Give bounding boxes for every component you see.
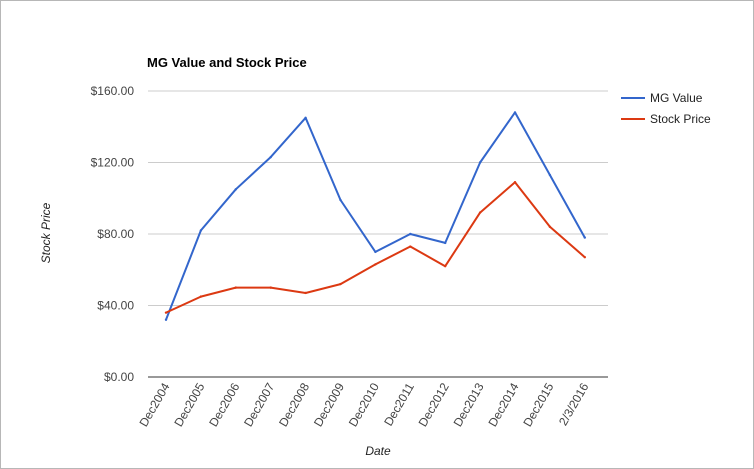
data-point xyxy=(199,229,203,232)
data-point xyxy=(444,241,447,245)
y-tick-label: $160.00 xyxy=(91,84,135,98)
series-lines xyxy=(164,111,586,321)
x-axis-title: Date xyxy=(365,444,391,458)
data-point xyxy=(374,263,377,266)
y-tick-labels: $0.00 $40.00 $80.00 $120.00 $160.00 xyxy=(91,84,135,384)
data-point xyxy=(583,256,586,259)
x-tick-label: Dec2004 xyxy=(136,380,172,429)
x-tick-label: Dec2014 xyxy=(485,380,521,429)
y-tick-label: $120.00 xyxy=(91,156,135,170)
data-point xyxy=(269,155,272,159)
data-point xyxy=(199,295,203,298)
y-tick-label: $0.00 xyxy=(104,370,134,384)
x-tick-label: Dec2011 xyxy=(381,380,417,428)
series-line-stock-price xyxy=(165,181,586,314)
gridlines xyxy=(148,90,608,306)
data-point xyxy=(234,188,237,191)
x-tick-label: Dec2010 xyxy=(346,380,382,429)
chart-title: MG Value and Stock Price xyxy=(147,55,307,70)
data-point xyxy=(339,198,342,202)
data-point xyxy=(304,116,307,120)
data-point xyxy=(374,250,377,254)
data-point xyxy=(409,245,412,248)
legend: MG Value Stock Price xyxy=(621,91,711,126)
data-point xyxy=(478,211,482,214)
x-tick-label: Dec2008 xyxy=(276,380,312,429)
data-point xyxy=(409,232,412,236)
data-point xyxy=(583,236,586,239)
x-tick-label: Dec2013 xyxy=(451,380,487,429)
data-point xyxy=(339,282,342,286)
y-axis-title: Stock Price xyxy=(39,202,53,263)
y-tick-label: $40.00 xyxy=(97,299,134,313)
data-point xyxy=(548,173,552,177)
x-tick-label: Dec2005 xyxy=(171,380,207,429)
x-tick-label: Dec2006 xyxy=(206,380,242,429)
x-tick-label: Dec2009 xyxy=(311,380,347,429)
data-point xyxy=(304,291,307,295)
data-point xyxy=(164,311,168,314)
x-tick-label: Dec2007 xyxy=(241,380,277,429)
data-point xyxy=(513,111,517,114)
data-point xyxy=(513,180,517,184)
x-tick-labels: Dec2004Dec2005Dec2006Dec2007Dec2008Dec20… xyxy=(136,380,591,429)
data-point xyxy=(234,286,237,289)
data-point xyxy=(444,264,447,268)
data-point xyxy=(164,318,168,321)
legend-label: Stock Price xyxy=(650,112,711,126)
x-tick-label: Dec2015 xyxy=(520,380,556,429)
data-point xyxy=(478,161,482,164)
data-point xyxy=(269,286,272,289)
legend-label: MG Value xyxy=(650,91,703,105)
data-point xyxy=(548,225,552,229)
x-tick-label: 2/3/2016 xyxy=(556,380,592,428)
x-tick-label: Dec2012 xyxy=(416,380,452,429)
y-tick-label: $80.00 xyxy=(97,227,134,241)
